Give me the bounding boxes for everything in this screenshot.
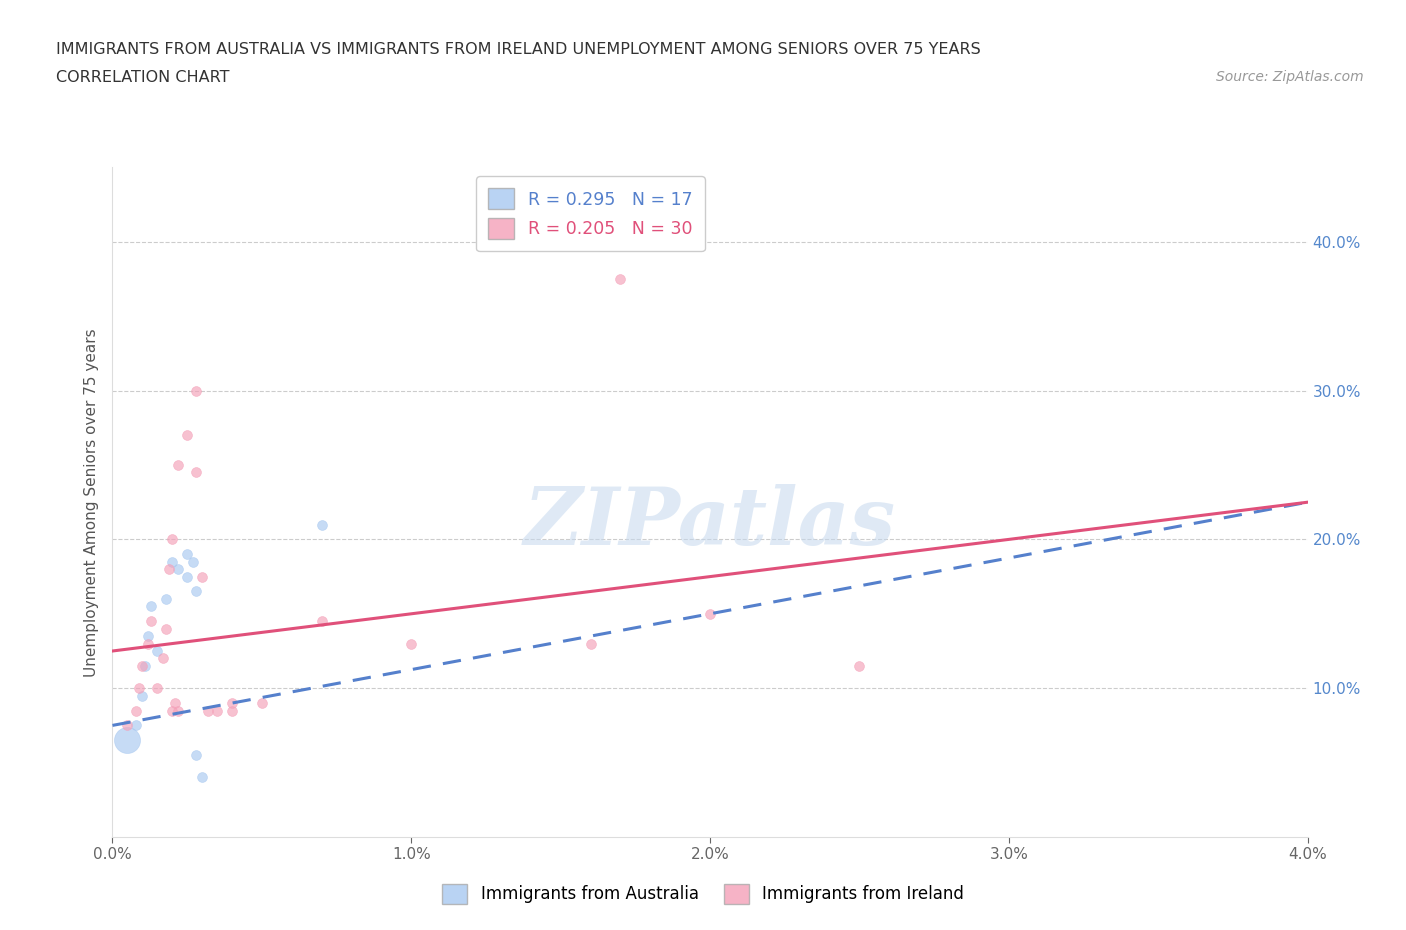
Point <box>221 703 243 718</box>
Point <box>128 681 150 696</box>
Point <box>138 629 160 644</box>
Point <box>155 621 177 636</box>
Point <box>167 562 190 577</box>
Point <box>131 658 153 673</box>
Y-axis label: Unemployment Among Seniors over 75 years: Unemployment Among Seniors over 75 years <box>83 328 98 676</box>
Point <box>117 718 139 733</box>
Point <box>176 428 198 443</box>
Point <box>125 703 148 718</box>
Point <box>134 658 156 673</box>
Point <box>848 658 870 673</box>
Point <box>191 770 214 785</box>
Text: CORRELATION CHART: CORRELATION CHART <box>56 70 229 85</box>
Point <box>609 272 631 286</box>
Point <box>155 591 177 606</box>
Point <box>197 703 219 718</box>
Point <box>162 532 183 547</box>
Point <box>579 636 602 651</box>
Point <box>401 636 423 651</box>
Point <box>131 688 153 703</box>
Point <box>117 733 139 748</box>
Point <box>138 636 160 651</box>
Text: IMMIGRANTS FROM AUSTRALIA VS IMMIGRANTS FROM IRELAND UNEMPLOYMENT AMONG SENIORS : IMMIGRANTS FROM AUSTRALIA VS IMMIGRANTS … <box>56 42 981 57</box>
Point <box>699 606 721 621</box>
Legend: R = 0.295   N = 17, R = 0.205   N = 30: R = 0.295 N = 17, R = 0.205 N = 30 <box>477 176 704 251</box>
Text: Source: ZipAtlas.com: Source: ZipAtlas.com <box>1216 70 1364 84</box>
Point <box>146 644 169 658</box>
Point <box>162 703 183 718</box>
Point <box>141 614 163 629</box>
Point <box>162 554 183 569</box>
Point <box>165 696 187 711</box>
Point <box>157 562 180 577</box>
Point <box>141 599 163 614</box>
Point <box>146 681 169 696</box>
Point <box>186 584 208 599</box>
Point <box>311 517 333 532</box>
Point <box>221 696 243 711</box>
Point <box>250 696 273 711</box>
Point <box>205 703 228 718</box>
Point <box>176 547 198 562</box>
Point <box>311 614 333 629</box>
Text: ZIPatlas: ZIPatlas <box>524 484 896 561</box>
Point <box>152 651 174 666</box>
Point <box>125 718 148 733</box>
Point <box>167 458 190 472</box>
Point <box>186 748 208 763</box>
Point <box>186 383 208 398</box>
Point <box>167 703 190 718</box>
Legend: Immigrants from Australia, Immigrants from Ireland: Immigrants from Australia, Immigrants fr… <box>434 875 972 912</box>
Point <box>181 554 204 569</box>
Point <box>176 569 198 584</box>
Point <box>186 465 208 480</box>
Point <box>191 569 214 584</box>
